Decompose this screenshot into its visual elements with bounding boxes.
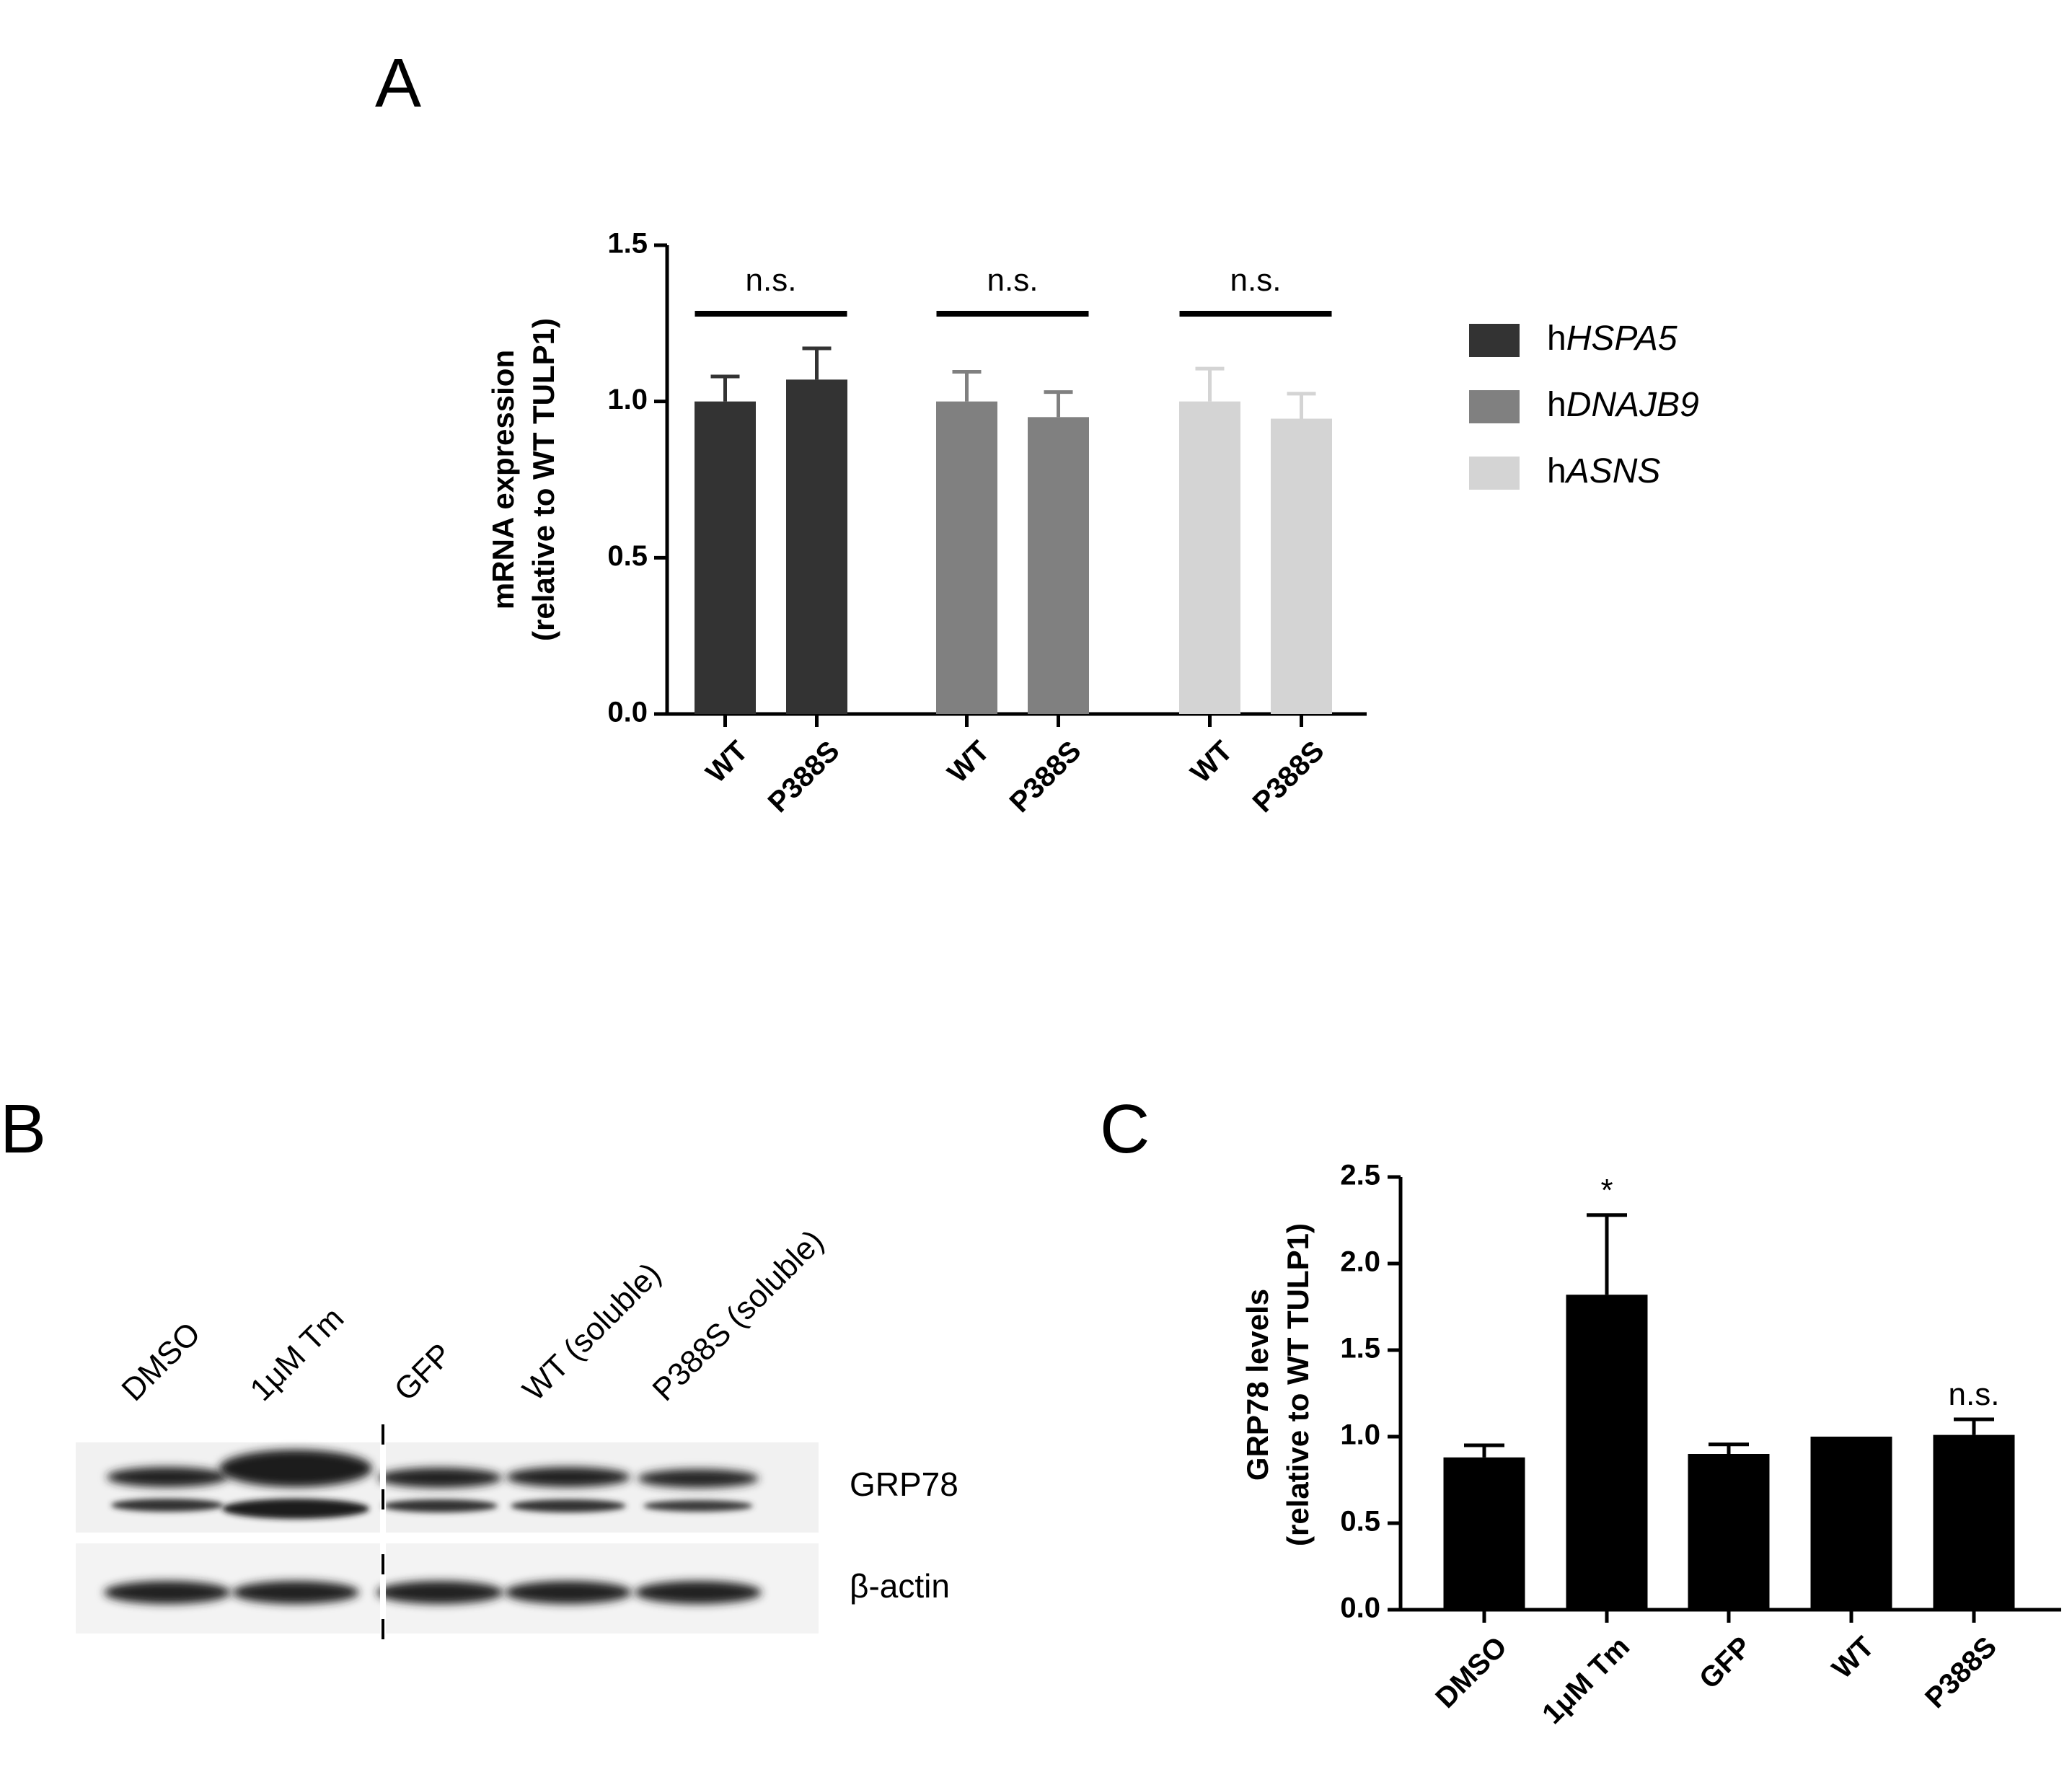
- chart-c-ylabel-line2: (relative to WT TULP1): [1281, 1223, 1315, 1546]
- blot-band-grp78-lower: [382, 1499, 498, 1512]
- blot-band-label-actin: β-actin: [850, 1567, 950, 1605]
- blot-lane-labels: DMSO 1μM Tm GFP WT (soluble)P388S (soluble): [115, 1223, 830, 1408]
- blot-lane-label: 1μM Tm: [243, 1300, 351, 1408]
- chart-a-bar: [695, 401, 756, 714]
- chart-a-legend-swatch: [1469, 457, 1520, 490]
- chart-a-xtick-label: P388S: [1004, 735, 1088, 819]
- chart-c-ytick-label: 2.0: [1340, 1246, 1380, 1278]
- chart-a-comparison-label: n.s.: [987, 263, 1039, 298]
- blot-band-actin: [376, 1581, 503, 1604]
- blot-splice-gap: [380, 1439, 386, 1637]
- blot-band-grp78: [506, 1467, 630, 1487]
- chart-a-ylabel-line1: mRNA expression: [486, 350, 520, 609]
- chart-a-y-ticks: 0.0 0.5 1.0 1.5: [607, 228, 667, 728]
- blot-band-grp78-lower: [643, 1500, 753, 1512]
- chart-a-x-ticks: WT P388S WT P388S WT P388S: [700, 714, 1331, 819]
- chart-a-legend-swatch: [1469, 324, 1520, 357]
- blot-band-grp78-lower: [111, 1499, 224, 1512]
- blot-band-grp78: [219, 1450, 372, 1487]
- chart-c-annotation: *: [1600, 1173, 1613, 1208]
- chart-a-legend-label: hHSPA5: [1547, 319, 1678, 358]
- blot-band-actin: [505, 1581, 632, 1604]
- chart-a-legend-prefix: h: [1547, 386, 1566, 424]
- chart-c-xtick-label: 1μM Tm: [1536, 1631, 1636, 1730]
- chart-a-ytick-label: 1.0: [607, 384, 648, 415]
- chart-a-comparison-label: n.s.: [746, 263, 797, 298]
- blot-band-actin: [635, 1581, 762, 1604]
- blot-band-grp78: [107, 1467, 228, 1487]
- chart-c-xtick-label: WT: [1826, 1631, 1880, 1685]
- chart-c-x-ticks: DMSO 1μM Tm GFP WT P388S: [1429, 1610, 2003, 1730]
- chart-c-bar: [1443, 1457, 1525, 1610]
- chart-a-xtick-label: P388S: [762, 735, 846, 819]
- chart-a-bar: [1179, 401, 1240, 714]
- blot-lane-label: GFP: [387, 1336, 459, 1408]
- chart-c-annotation: n.s.: [1949, 1377, 2000, 1412]
- chart-c-bar: [1566, 1295, 1648, 1610]
- chart-c-ytick-label: 2.5: [1340, 1160, 1380, 1191]
- blot-band-actin: [104, 1581, 231, 1604]
- blot-lane-label: P388S (soluble): [645, 1223, 830, 1408]
- chart-a-legend-prefix: h: [1547, 452, 1566, 490]
- chart-a-bar: [1028, 417, 1089, 714]
- chart-a-legend-swatch: [1469, 390, 1520, 423]
- chart-a-legend-label: hDNAJB9: [1547, 386, 1699, 424]
- chart-a-bars: [695, 346, 1332, 714]
- panel-label-c: C: [1100, 1090, 1150, 1168]
- chart-a-axes: [665, 245, 1367, 716]
- blot-lane-label: WT (soluble): [516, 1256, 667, 1408]
- blot-lane-label: DMSO: [115, 1315, 207, 1408]
- chart-a-xtick-label: P388S: [1247, 735, 1331, 819]
- chart-a-legend-prefix: h: [1547, 319, 1566, 358]
- chart-a-bar: [1271, 418, 1332, 714]
- chart-c-xtick-label: GFP: [1693, 1631, 1758, 1695]
- chart-a-ytick-label: 1.5: [607, 228, 648, 260]
- chart-c-bar: [1810, 1437, 1892, 1610]
- western-blot: DMSO 1μM Tm GFP WT (soluble)P388S (soluble)…: [76, 1223, 958, 1652]
- chart-a-significance: n.s. n.s. n.s.: [695, 263, 1332, 317]
- blot-band-actin: [232, 1581, 359, 1604]
- chart-a-legend-name: ASNS: [1564, 452, 1661, 490]
- panel-label-a: A: [375, 45, 421, 122]
- chart-a-xtick-label: WT: [942, 735, 996, 789]
- chart-c-bar: [1933, 1434, 2015, 1610]
- blot-band-grp78: [378, 1468, 502, 1488]
- chart-a-legend-label: hASNS: [1547, 452, 1660, 490]
- blot-band-label-grp78: GRP78: [850, 1465, 958, 1503]
- chart-a-ylabel-line2: (relative to WT TULP1): [526, 318, 560, 641]
- chart-a-bar: [936, 401, 997, 714]
- chart-a-legend-name: HSPA5: [1566, 319, 1678, 358]
- chart-c-y-ticks: 0.0 0.5 1.0 1.5 2.0 2.5: [1340, 1160, 1401, 1624]
- chart-a-bar: [786, 379, 847, 714]
- chart-c-ytick-label: 1.0: [1340, 1419, 1380, 1451]
- chart-a-xtick-label: WT: [1185, 735, 1239, 789]
- chart-c-ylabel-line1: GRP78 levels: [1240, 1289, 1274, 1481]
- chart-c-bars: * n.s.: [1443, 1173, 2015, 1610]
- chart-c-ytick-label: 0.0: [1340, 1592, 1380, 1624]
- blot-band-grp78: [638, 1469, 759, 1488]
- blot-bands: [104, 1450, 762, 1604]
- blot-band-grp78-lower: [511, 1499, 626, 1512]
- chart-c-bar: [1688, 1454, 1770, 1610]
- chart-a-xtick-label: WT: [700, 735, 754, 789]
- chart-c-xtick-label: P388S: [1919, 1631, 2003, 1714]
- chart-c-ytick-label: 0.5: [1340, 1506, 1380, 1538]
- chart-a: 0.0 0.5 1.0 1.5 mRNA expression (relative t…: [486, 228, 1699, 819]
- panel-label-b: B: [0, 1090, 46, 1168]
- blot-band-grp78-lower: [222, 1499, 369, 1519]
- chart-a-legend-name: DNAJB9: [1566, 386, 1699, 424]
- chart-c-ytick-label: 1.5: [1340, 1333, 1380, 1365]
- chart-a-comparison-label: n.s.: [1230, 263, 1282, 298]
- chart-a-ytick-label: 0.0: [607, 697, 648, 728]
- chart-a-ytick-label: 0.5: [607, 540, 648, 572]
- chart-c-xtick-label: DMSO: [1429, 1631, 1513, 1714]
- chart-c: 0.0 0.5 1.0 1.5 2.0 2.5 GRP78 levels (relativ…: [1240, 1160, 2061, 1730]
